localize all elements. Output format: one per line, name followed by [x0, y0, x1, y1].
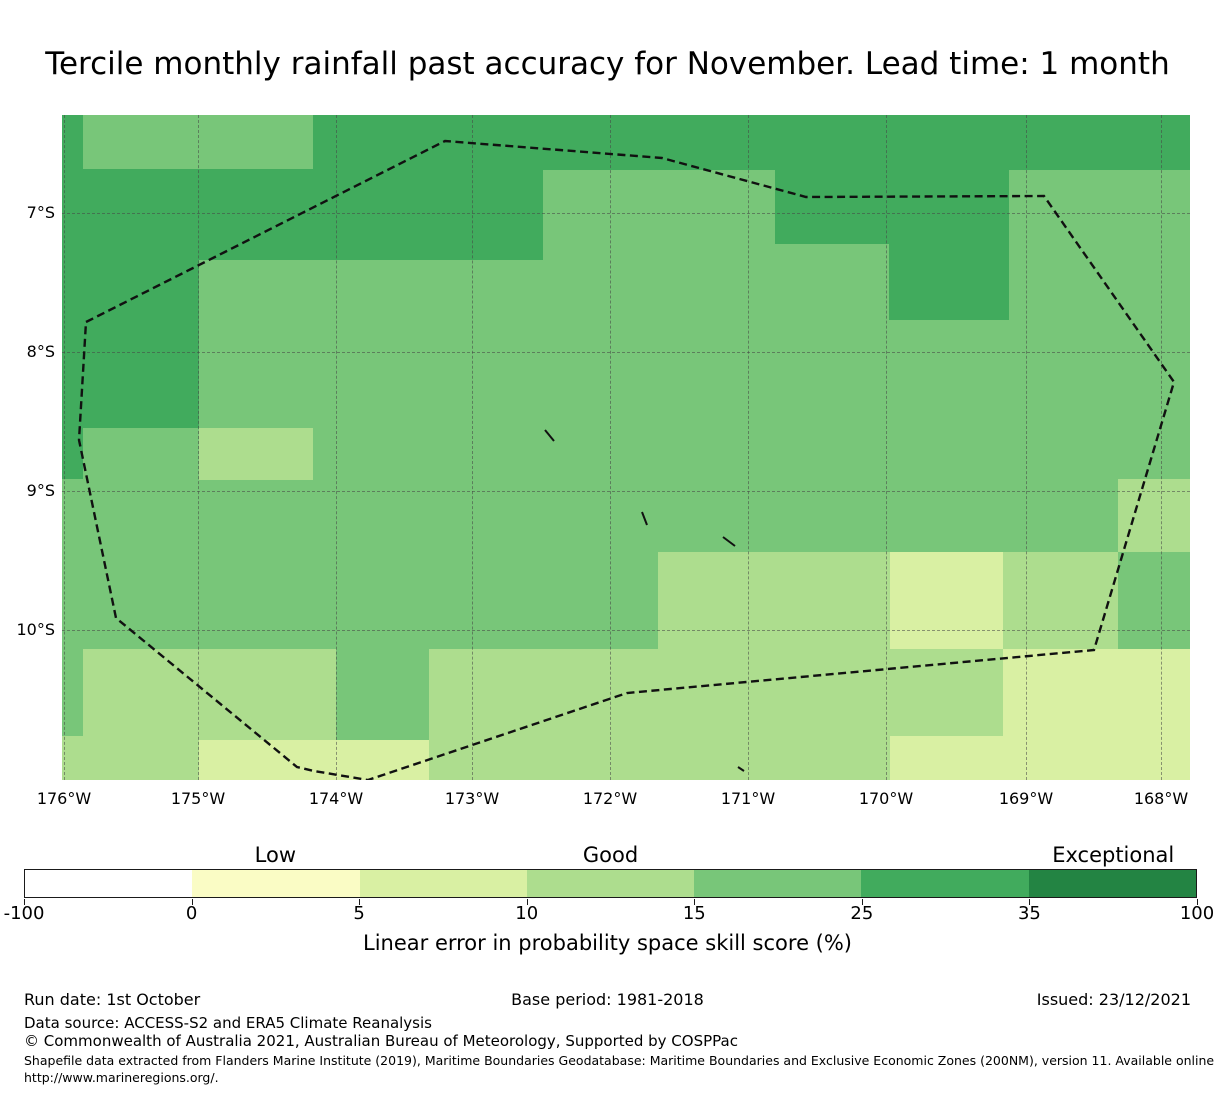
map-gridline-vertical — [748, 115, 749, 780]
x-axis-tick-label: 176°W — [36, 789, 92, 808]
y-axis-tick-label: 10°S — [16, 620, 55, 639]
map-gridline-vertical — [1026, 115, 1027, 780]
map-cell — [890, 552, 1003, 649]
shapefile-note-line1: Shapefile data extracted from Flanders M… — [24, 1053, 1215, 1068]
map-cell — [890, 649, 1003, 736]
figure-title: Tercile monthly rainfall past accuracy f… — [45, 46, 1170, 82]
base-period-text: Base period: 1981-2018 — [511, 990, 704, 1009]
map-cell — [62, 170, 543, 260]
colorbar-tick — [694, 899, 696, 905]
run-date-text: Run date: 1st October — [24, 990, 201, 1009]
y-axis-tick-label: 9°S — [26, 481, 55, 500]
colorbar-segment — [25, 870, 193, 897]
island-outline — [544, 429, 555, 442]
island-outline — [737, 766, 745, 772]
map-gridline-vertical — [336, 115, 337, 780]
map-cell — [890, 736, 1003, 780]
x-axis-tick-label: 171°W — [720, 789, 776, 808]
colorbar-tick — [359, 899, 361, 905]
map-cell — [775, 170, 889, 244]
map-gridline-vertical — [886, 115, 887, 780]
colorbar-tick — [1197, 899, 1198, 905]
map-cell — [336, 649, 429, 740]
colorbar-tick — [861, 899, 863, 905]
y-axis-tick-label: 7°S — [26, 203, 55, 222]
map-cell — [889, 170, 1009, 320]
map-gridline-vertical — [1161, 115, 1162, 780]
map-gridline-horizontal — [62, 630, 1190, 631]
map-cell — [199, 428, 313, 480]
colorbar-tick-label: 25 — [850, 903, 874, 924]
colorbar-tick — [526, 899, 528, 905]
colorbar-category-label: Exceptional — [1052, 843, 1175, 867]
map-cell — [658, 552, 890, 649]
map-cell — [62, 649, 83, 736]
colorbar-tick — [191, 899, 193, 905]
colorbar-tick-label: -100 — [3, 903, 45, 924]
map-gridline-vertical — [472, 115, 473, 780]
map-gridline-horizontal — [62, 213, 1190, 214]
map-gridline-vertical — [610, 115, 611, 780]
map-gridline-vertical — [198, 115, 199, 780]
eez-boundary-line — [77, 139, 1176, 780]
x-axis-tick-label: 168°W — [1133, 789, 1189, 808]
colorbar-tick-label: 0 — [185, 903, 198, 924]
colorbar-segment — [861, 870, 1029, 897]
colorbar-segment — [1028, 870, 1196, 897]
x-axis-tick-label: 175°W — [170, 789, 226, 808]
colorbar-tick-label: 10 — [515, 903, 539, 924]
eez-boundary-layer — [77, 139, 1176, 780]
colorbar-category-label: Low — [254, 843, 297, 867]
colorbar-category-label: Good — [582, 843, 639, 867]
x-axis-tick-label: 172°W — [582, 789, 638, 808]
colorbar-axis-label: Linear error in probability space skill … — [363, 931, 852, 955]
map-panel — [62, 115, 1190, 780]
map-cell — [1003, 552, 1118, 649]
island-outline — [641, 511, 648, 526]
colorbar-tick-label: 5 — [353, 903, 365, 924]
colorbar-tick-label: 15 — [682, 903, 706, 924]
island-marks — [544, 429, 745, 772]
y-axis-tick-label: 8°S — [26, 342, 55, 361]
x-axis-tick-label: 173°W — [444, 789, 500, 808]
colorbar-tick-label: 100 — [1179, 903, 1215, 924]
map-cell — [1003, 649, 1190, 780]
colorbar-tick-label: 35 — [1017, 903, 1041, 924]
copyright-text: © Commonwealth of Australia 2021, Austra… — [24, 1032, 738, 1050]
colorbar-tick — [1029, 899, 1031, 905]
map-cell — [62, 428, 83, 479]
x-axis-tick-label: 170°W — [858, 789, 914, 808]
colorbar-segment — [359, 870, 527, 897]
x-axis-tick-label: 174°W — [308, 789, 364, 808]
issued-text: Issued: 23/12/2021 — [1036, 990, 1191, 1009]
x-axis-tick-label: 169°W — [998, 789, 1054, 808]
data-source-text: Data source: ACCESS-S2 and ERA5 Climate … — [24, 1014, 432, 1032]
map-gridline-horizontal — [62, 491, 1190, 492]
map-gridline-vertical — [64, 115, 65, 780]
colorbar-segment — [192, 870, 360, 897]
colorbar-tick — [24, 899, 25, 905]
island-outline — [722, 536, 736, 547]
colorbar-segment — [694, 870, 862, 897]
map-gridline-horizontal — [62, 352, 1190, 353]
shapefile-note-line2: http://www.marineregions.org/. — [24, 1070, 219, 1085]
colorbar — [24, 869, 1197, 898]
colorbar-segment — [526, 870, 695, 897]
